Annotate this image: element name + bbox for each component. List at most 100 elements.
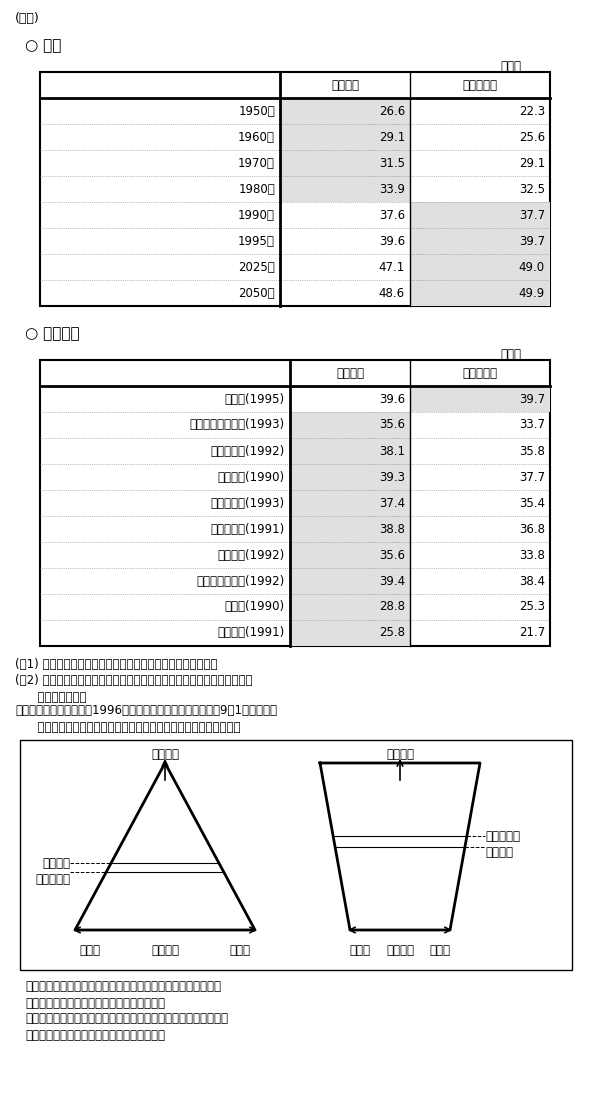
Text: （歳）: （歳） <box>500 348 521 361</box>
Text: 1970年: 1970年 <box>238 157 275 170</box>
Text: 39.3: 39.3 <box>379 471 405 484</box>
Text: 39.7: 39.7 <box>519 234 545 247</box>
Bar <box>290 542 410 568</box>
Text: (注1) 中位数年齢と平均年齢のうち大きい方に網かけしている: (注1) 中位数年齢と平均年齢のうち大きい方に網かけしている <box>15 658 217 671</box>
Text: 38.8: 38.8 <box>379 522 405 535</box>
Bar <box>410 280 550 306</box>
Text: （女）: （女） <box>430 944 451 957</box>
Text: 1990年: 1990年 <box>238 208 275 221</box>
Bar <box>280 97 410 124</box>
Bar <box>410 228 550 254</box>
Text: 37.4: 37.4 <box>379 496 405 509</box>
Text: 中国　(1990): 中国 (1990) <box>225 600 285 613</box>
Text: 33.7: 33.7 <box>519 418 545 431</box>
Text: 平均年齢: 平均年齢 <box>42 856 70 869</box>
Text: （年齢）: （年齢） <box>151 748 179 761</box>
Text: 1960年: 1960年 <box>238 130 275 143</box>
Text: 中位数年齢: 中位数年齢 <box>35 873 70 886</box>
Text: 1980年: 1980年 <box>238 183 275 196</box>
Text: 26.6: 26.6 <box>379 104 405 117</box>
Text: (参考): (参考) <box>15 12 40 25</box>
Text: 日本　(1995): 日本 (1995) <box>225 392 285 405</box>
Text: ○ 日本: ○ 日本 <box>25 38 62 53</box>
Text: 31.5: 31.5 <box>379 157 405 170</box>
Bar <box>410 201 550 228</box>
Text: ・人口構成が逆ピラミッド型であれば、人口分布が高位に偏るた
　め、中位数年齢が平均年齢を上回ります。: ・人口構成が逆ピラミッド型であれば、人口分布が高位に偏るた め、中位数年齢が平均… <box>25 1012 228 1042</box>
Text: 36.8: 36.8 <box>519 522 545 535</box>
Text: ・人口構成がピラミッド型であれば、人口分布が低位に偏るた
　め、中位数年齢が平均年齢を下回ります。: ・人口構成がピラミッド型であれば、人口分布が低位に偏るた め、中位数年齢が平均年… <box>25 980 221 1010</box>
Text: （歳）: （歳） <box>500 60 521 73</box>
Text: 資料：「人口統計資料集1996」「日本の将来推計人口（平成9年1月推計）」
      （国立社会保障・人口問題研究所（旧厚生省人口問題研究所））: 資料：「人口統計資料集1996」「日本の将来推計人口（平成9年1月推計）」 （国… <box>15 704 277 734</box>
Text: 37.6: 37.6 <box>379 208 405 221</box>
Text: 25.8: 25.8 <box>379 626 405 639</box>
Text: （女）: （女） <box>230 944 250 957</box>
Text: （男）: （男） <box>349 944 371 957</box>
Text: 35.4: 35.4 <box>519 496 545 509</box>
Text: （男）: （男） <box>79 944 101 957</box>
Text: （人口）: （人口） <box>386 944 414 957</box>
Text: ○ 各国比較: ○ 各国比較 <box>25 326 80 341</box>
Text: 中位数年齢: 中位数年齢 <box>462 79 497 92</box>
Text: イギリス　(1992): イギリス (1992) <box>211 445 285 458</box>
Text: 22.3: 22.3 <box>519 104 545 117</box>
Bar <box>290 568 410 593</box>
Text: フランス　(1993): フランス (1993) <box>211 496 285 509</box>
Text: （年齢）: （年齢） <box>386 748 414 761</box>
Text: 中位数年齢: 中位数年齢 <box>485 830 520 843</box>
Text: 25.6: 25.6 <box>519 130 545 143</box>
Text: カナダ　(1992): カナダ (1992) <box>218 549 285 562</box>
Text: 33.8: 33.8 <box>519 549 545 562</box>
Text: 平均年齢: 平均年齢 <box>485 846 513 858</box>
Bar <box>40 360 550 646</box>
Text: （人口）: （人口） <box>151 944 179 957</box>
Bar <box>280 150 410 176</box>
Text: 39.6: 39.6 <box>379 234 405 247</box>
Text: 21.7: 21.7 <box>519 626 545 639</box>
Text: 37.7: 37.7 <box>519 471 545 484</box>
Text: 38.1: 38.1 <box>379 445 405 458</box>
Text: 32.5: 32.5 <box>519 183 545 196</box>
Text: 平均年齢: 平均年齢 <box>331 79 359 92</box>
Bar <box>290 438 410 464</box>
Text: 29.1: 29.1 <box>379 130 405 143</box>
Text: インド　(1991): インド (1991) <box>218 626 285 639</box>
Text: 35.6: 35.6 <box>379 418 405 431</box>
Text: 38.4: 38.4 <box>519 575 545 588</box>
Bar <box>290 516 410 542</box>
Text: 1995年: 1995年 <box>238 234 275 247</box>
Text: 平均年齢: 平均年齢 <box>336 367 364 380</box>
Bar <box>280 124 410 150</box>
Text: アメリカ合衆国　(1993): アメリカ合衆国 (1993) <box>190 418 285 431</box>
Bar <box>40 72 550 306</box>
Text: 28.8: 28.8 <box>379 600 405 613</box>
Text: 2025年: 2025年 <box>238 261 275 274</box>
Text: 33.9: 33.9 <box>379 183 405 196</box>
Text: 35.6: 35.6 <box>379 549 405 562</box>
Text: 49.9: 49.9 <box>519 287 545 300</box>
Text: 48.6: 48.6 <box>379 287 405 300</box>
Text: 47.1: 47.1 <box>379 261 405 274</box>
Text: 35.8: 35.8 <box>519 445 545 458</box>
Bar <box>410 254 550 280</box>
Text: ドイツ　(1990): ドイツ (1990) <box>218 471 285 484</box>
Text: 37.7: 37.7 <box>519 208 545 221</box>
Bar <box>290 593 410 620</box>
Bar <box>290 489 410 516</box>
Text: スウェーデン　(1992): スウェーデン (1992) <box>197 575 285 588</box>
Bar <box>290 464 410 489</box>
Bar <box>280 176 410 201</box>
Text: 25.3: 25.3 <box>519 600 545 613</box>
Text: 2050年: 2050年 <box>239 287 275 300</box>
Bar <box>410 387 550 412</box>
Bar <box>290 412 410 438</box>
Bar <box>290 620 410 646</box>
Text: 39.7: 39.7 <box>519 392 545 405</box>
Text: 1950年: 1950年 <box>238 104 275 117</box>
Text: イタリア　(1991): イタリア (1991) <box>211 522 285 535</box>
Text: 49.0: 49.0 <box>519 261 545 274</box>
Text: 29.1: 29.1 <box>519 157 545 170</box>
Text: 39.6: 39.6 <box>379 392 405 405</box>
Text: 39.4: 39.4 <box>379 575 405 588</box>
Text: (注2) 中位数年齢とは人口を年齢順に並べて数え、ちょうど真中にあたる
      人の年齢である: (注2) 中位数年齢とは人口を年齢順に並べて数え、ちょうど真中にあたる 人の年齢… <box>15 675 253 704</box>
Bar <box>20 740 572 970</box>
